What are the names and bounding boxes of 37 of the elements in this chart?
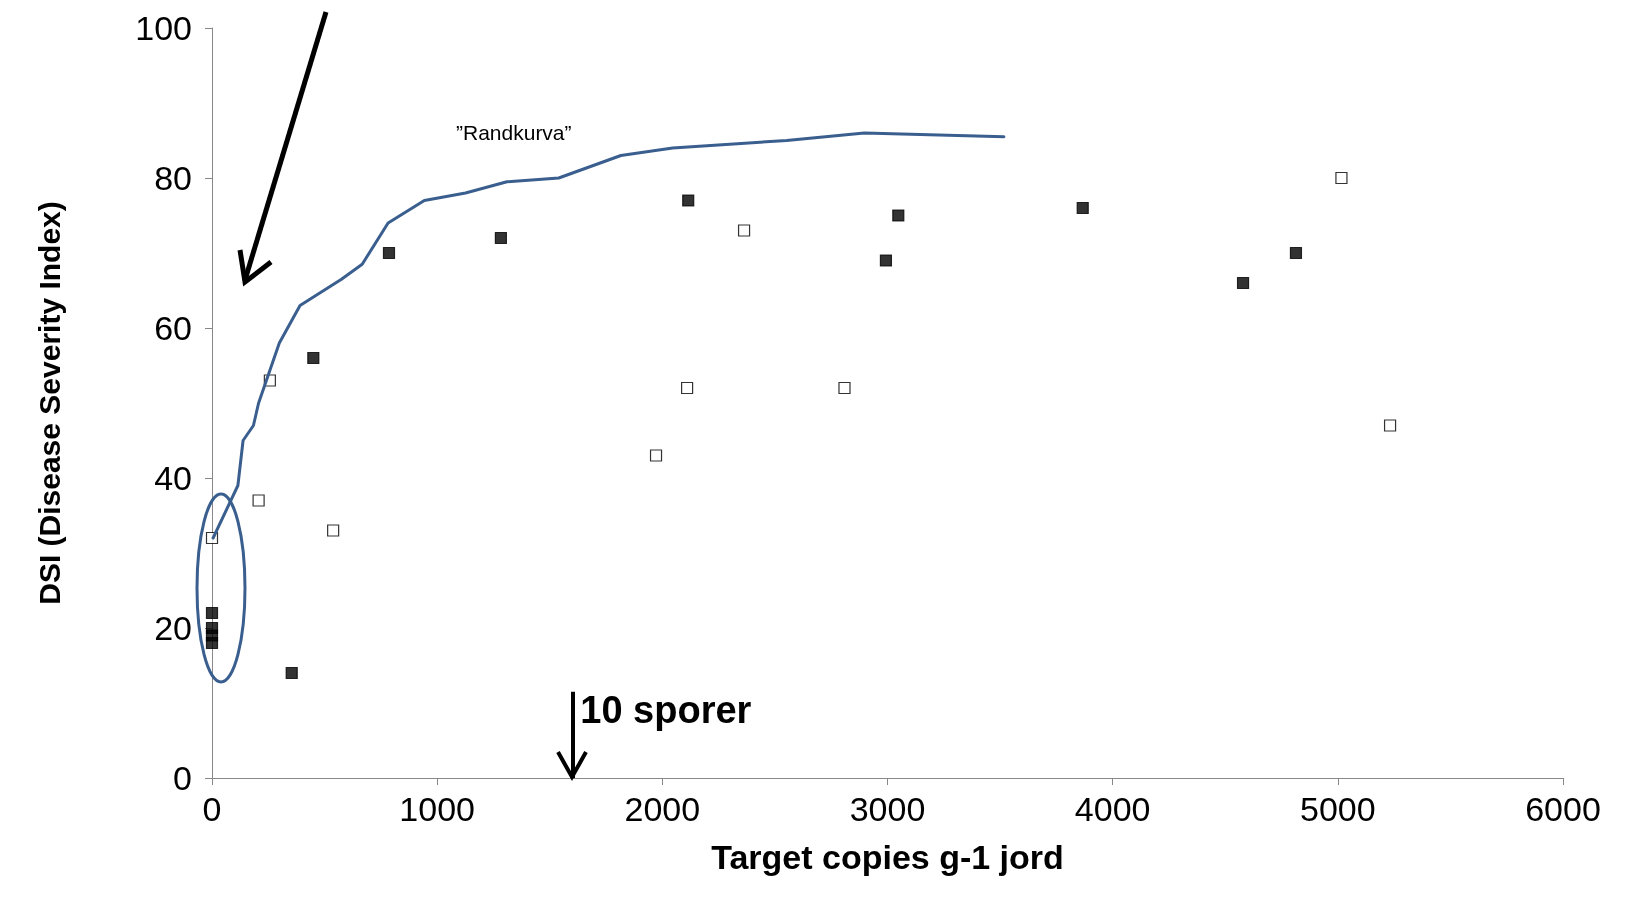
x-tick-label: 0	[202, 790, 222, 828]
point	[1335, 171, 1348, 185]
x-axis-title: Target copies g-1 jord	[711, 838, 1064, 876]
x-tick-label: 5000	[1300, 790, 1376, 828]
y-tick-label: 20	[154, 609, 192, 647]
point	[1076, 201, 1089, 215]
point	[682, 194, 695, 207]
x-tick-label: 2000	[624, 790, 701, 828]
point	[681, 381, 694, 395]
point	[205, 636, 219, 650]
point	[737, 224, 751, 237]
y-tick-label: 80	[154, 159, 192, 197]
point	[205, 606, 219, 620]
point	[649, 449, 663, 462]
y-tick-label: 0	[173, 759, 192, 797]
x-tick-label: 3000	[849, 790, 926, 828]
point	[285, 666, 298, 680]
point	[494, 231, 507, 245]
point	[307, 351, 320, 365]
ref-line-label: 10 sporer	[580, 688, 752, 731]
x-tick-label: 4000	[1074, 790, 1151, 828]
y-tick-label: 100	[135, 9, 192, 47]
y-tick-label: 40	[154, 459, 192, 497]
point	[382, 246, 396, 260]
annotation: ”Randkurva”	[456, 121, 572, 144]
point	[1289, 246, 1303, 260]
point	[1236, 276, 1250, 290]
y-tick-label: 60	[154, 309, 192, 347]
point	[1383, 419, 1397, 432]
point	[879, 254, 893, 267]
point	[327, 524, 340, 537]
point	[252, 494, 265, 507]
point	[892, 209, 905, 222]
x-tick-label: 1000	[399, 790, 475, 828]
y-axis-title: DSI (Disease Severity Index)	[32, 201, 66, 605]
x-tick-label: 6000	[1525, 790, 1601, 828]
point	[838, 381, 851, 395]
